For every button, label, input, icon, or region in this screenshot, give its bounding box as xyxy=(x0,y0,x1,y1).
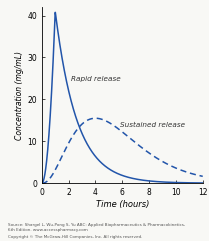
Text: Source: Shargel L, Wu-Pong S, Yu ABC: Applied Biopharmaceutics & Pharmacokinetic: Source: Shargel L, Wu-Pong S, Yu ABC: Ap… xyxy=(8,223,185,232)
X-axis label: Time (hours): Time (hours) xyxy=(96,200,149,209)
Y-axis label: Concentration (mg/mL): Concentration (mg/mL) xyxy=(15,51,24,140)
Text: Rapid release: Rapid release xyxy=(71,75,121,81)
Text: Sustained release: Sustained release xyxy=(120,122,185,128)
Text: Copyright © The McGraw-Hill Companies, Inc. All rights reserved.: Copyright © The McGraw-Hill Companies, I… xyxy=(8,235,143,239)
